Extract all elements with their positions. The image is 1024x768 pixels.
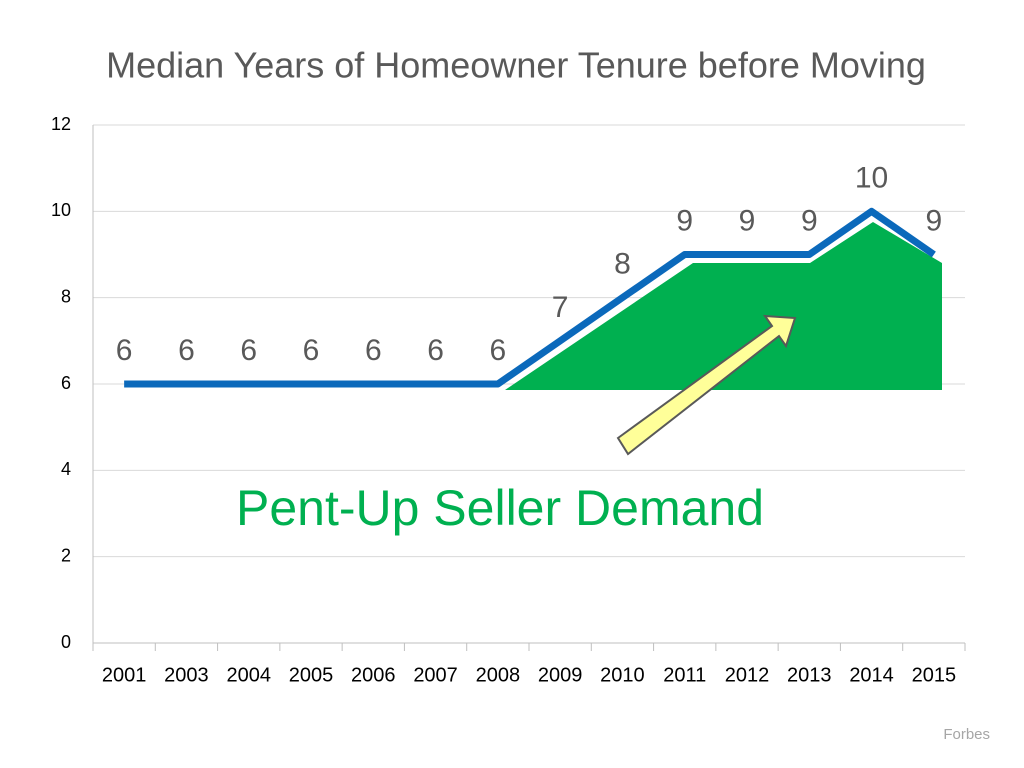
- x-tick-label: 2007: [413, 664, 458, 686]
- x-tick-label: 2009: [538, 664, 583, 686]
- x-tick-label: 2013: [787, 664, 832, 686]
- y-tick-label: 0: [61, 632, 71, 652]
- y-tick-label: 2: [61, 545, 71, 565]
- data-label: 6: [178, 334, 195, 367]
- data-label: 8: [614, 248, 631, 281]
- annotation: Pent-Up Seller Demand: [236, 480, 764, 536]
- plot: 6 6 6 6 6 6 6 7 8 9 9 9 10 9 2001 2003 2004 2005 2006 2007 2…: [102, 161, 956, 686]
- y-tick-label: 6: [61, 373, 71, 393]
- x-tick-label: 2001: [102, 664, 147, 686]
- data-label: 7: [552, 291, 569, 324]
- arrow: [616, 314, 797, 456]
- data-label: 6: [365, 334, 382, 367]
- data-label: 6: [490, 334, 507, 367]
- x-tick-label: 2004: [226, 664, 271, 686]
- data-label: 6: [240, 334, 257, 367]
- data-label: 10: [855, 161, 888, 194]
- x-tick-label: 2012: [725, 664, 770, 686]
- demand-area: [505, 222, 942, 390]
- y-tick-label: 12: [51, 114, 71, 134]
- data-label: 9: [926, 204, 943, 237]
- data-label: 6: [303, 334, 320, 367]
- y-tick-label: 10: [51, 200, 71, 220]
- chart-title: Median Years of Homeowner Tenure before …: [106, 45, 926, 86]
- x-tick-label: 2010: [600, 664, 645, 686]
- data-label: 6: [427, 334, 444, 367]
- x-tick-label: 2005: [289, 664, 334, 686]
- x-tick-label: 2008: [476, 664, 521, 686]
- data-label: 9: [739, 204, 756, 237]
- data-label: 6: [116, 334, 133, 367]
- line: [124, 207, 936, 388]
- x-tick-label: 2006: [351, 664, 396, 686]
- data-label: 9: [676, 204, 693, 237]
- source: Forbes: [943, 726, 990, 743]
- x-tick-label: 2011: [663, 664, 706, 686]
- data-label: 9: [801, 204, 818, 237]
- y-tick-label: 4: [61, 459, 71, 479]
- y-tick-label: 8: [61, 286, 71, 306]
- x-tick-label: 2003: [164, 664, 209, 686]
- x-tick-label: 2014: [849, 664, 894, 686]
- x-tick-label: 2015: [912, 664, 957, 686]
